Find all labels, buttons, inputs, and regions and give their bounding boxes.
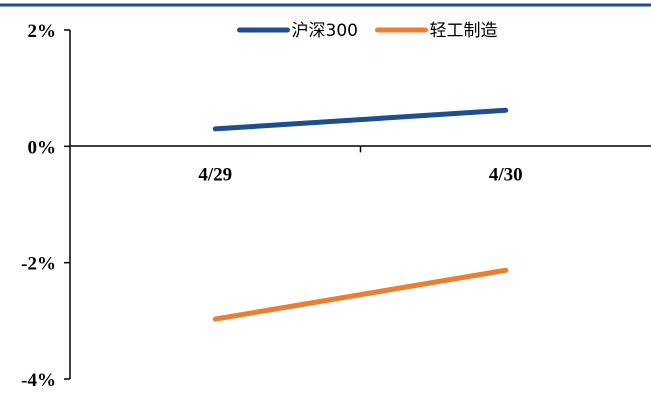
y-tick-label: 2%: [28, 21, 57, 42]
x-axis-ticks: 4/29 4/30: [198, 146, 523, 185]
series-lines: [212, 107, 509, 322]
series-line-1: [212, 107, 509, 132]
series-line-2: [212, 267, 509, 322]
x-tick-label: 4/30: [489, 164, 523, 185]
legend-label-2: 轻工制造: [430, 21, 498, 41]
y-tick-label: 0%: [28, 137, 57, 158]
legend-label-1: 沪深300: [292, 21, 358, 41]
y-axis-ticks: 2% 0% -2% -4%: [21, 21, 70, 391]
y-tick-label: -4%: [21, 370, 56, 391]
legend: 沪深300 轻工制造: [237, 21, 498, 41]
x-tick-label: 4/29: [198, 164, 232, 185]
y-tick-label: -2%: [21, 254, 56, 275]
